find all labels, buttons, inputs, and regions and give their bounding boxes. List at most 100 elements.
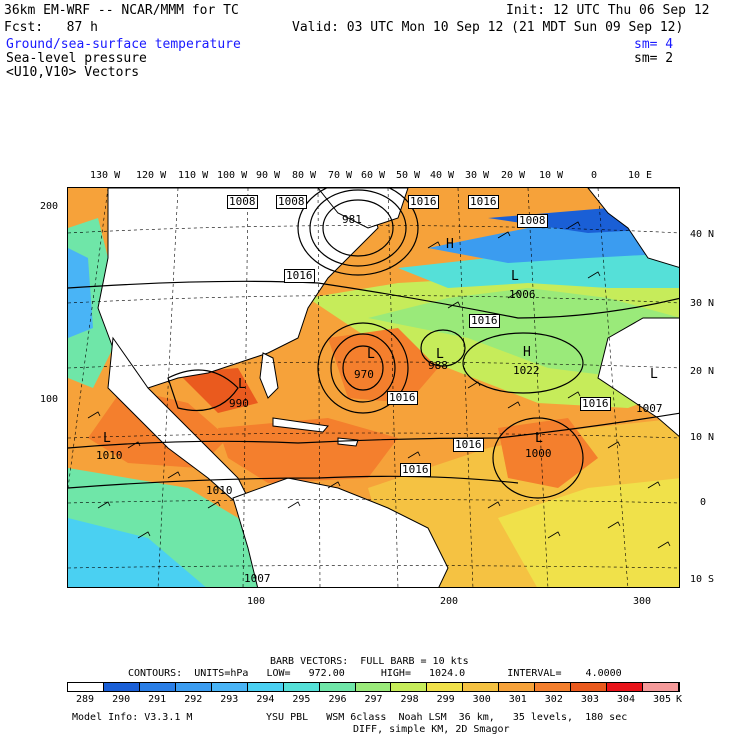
lon-label: 60 W	[361, 170, 386, 181]
colorbar-segment	[211, 683, 248, 691]
grid-y-label: 200	[40, 201, 59, 212]
pressure-value: 970	[354, 368, 374, 381]
colorbar-label: 293	[220, 694, 239, 705]
isobar-label: 1016	[580, 397, 611, 411]
colorbar-label: 294	[256, 694, 275, 705]
pressure-value: 1007	[244, 572, 271, 585]
low-center: L	[367, 347, 375, 362]
pressure-value: 1010	[206, 484, 233, 497]
field-ground-temp: Ground/sea-surface temperature	[6, 37, 241, 52]
colorbar-label: 299	[436, 694, 455, 705]
pressure-value: 1000	[525, 447, 552, 460]
lon-label: 0	[591, 170, 598, 181]
lat-label: 20 N	[690, 366, 715, 377]
weather-map: 1008 1008 1016 1016 1008 1016 1006 1016 …	[67, 187, 680, 588]
lat-label: 40 N	[690, 229, 715, 240]
low-center: L	[103, 431, 111, 446]
field-sea-level-pressure: Sea-level pressure	[6, 51, 147, 66]
isobar-label: 1016	[400, 463, 431, 477]
isobar-label: 1008	[227, 195, 258, 209]
low-center: L	[535, 431, 543, 446]
grid-x-label: 200	[440, 596, 459, 607]
isobar-label: 1016	[284, 269, 315, 283]
model-title: 36km EM-WRF -- NCAR/MMM for TC	[4, 3, 239, 18]
colorbar-label: 301	[508, 694, 527, 705]
colorbar-label: 291	[148, 694, 167, 705]
grid-x-label: 100	[247, 596, 266, 607]
model-info: Model Info: V3.3.1 M	[72, 712, 193, 723]
colorbar-segment	[463, 683, 500, 691]
isobar-label: 1016	[453, 438, 484, 452]
barb-vectors-legend: BARB VECTORS: FULL BARB = 10 kts	[270, 656, 469, 667]
colorbar-segment	[427, 683, 464, 691]
low-center: L	[650, 367, 658, 382]
colorbar-label: 303	[580, 694, 599, 705]
isobar-label: 1016	[408, 195, 439, 209]
high-center: H	[446, 237, 454, 252]
colorbar-segment	[139, 683, 176, 691]
physics-info: YSU PBL WSM 6class Noah LSM 36 km, 35 le…	[266, 712, 628, 723]
contours-legend: CONTOURS: UNITS=hPa LOW= 972.00 HIGH= 10…	[128, 668, 622, 679]
colorbar-segment	[391, 683, 428, 691]
colorbar-segment	[283, 683, 320, 691]
isobar-label: 1016	[468, 195, 499, 209]
pressure-value: 990	[229, 397, 249, 410]
lon-label: 50 W	[396, 170, 421, 181]
lon-label: 30 W	[465, 170, 490, 181]
lon-label: 70 W	[328, 170, 353, 181]
isobar-label: 1006	[509, 288, 536, 301]
lat-label: 0	[700, 497, 707, 508]
colorbar-segment	[571, 683, 608, 691]
lon-label: 40 W	[430, 170, 455, 181]
colorbar-label: 304	[616, 694, 635, 705]
lon-label: 90 W	[256, 170, 281, 181]
colorbar-segment	[535, 683, 572, 691]
colorbar-label: 296	[328, 694, 347, 705]
colorbar-label: 305	[652, 694, 672, 705]
high-center: H	[523, 345, 531, 360]
isobar-label: 1016	[469, 314, 500, 328]
colorbar-segment	[643, 683, 679, 691]
lon-label: 20 W	[501, 170, 526, 181]
colorbar-segment	[247, 683, 284, 691]
temperature-colorbar	[67, 682, 680, 692]
sst-field-layer	[68, 188, 679, 587]
field-wind-vectors: <U10,V10> Vectors	[6, 65, 140, 80]
grid-y-label: 100	[40, 394, 59, 405]
colorbar-segment	[175, 683, 212, 691]
pressure-value: 981	[342, 213, 362, 226]
isobar-label: 1010	[96, 449, 123, 462]
lat-label: 30 N	[690, 298, 715, 309]
low-center: L	[511, 269, 519, 284]
colorbar-labels: 289 290 291 292 293 294 295 296 297 298 299 300 301 3…	[67, 694, 707, 706]
lon-label: 100 W	[217, 170, 248, 181]
colorbar-label: 302	[544, 694, 563, 705]
lon-label: 80 W	[292, 170, 317, 181]
valid-time: Valid: 03 UTC Mon 10 Sep 12 (21 MDT Sun …	[292, 20, 684, 35]
colorbar-segment	[355, 683, 392, 691]
colorbar-label: 295	[292, 694, 311, 705]
low-center: L	[238, 377, 246, 392]
colorbar-segment	[103, 683, 140, 691]
init-time: Init: 12 UTC Thu 06 Sep 12	[506, 3, 710, 18]
field-sea-level-pressure-smoothing: sm= 2	[634, 51, 674, 66]
low-center: L	[436, 347, 444, 362]
lon-label: 130 W	[90, 170, 121, 181]
lon-label: 10 E	[628, 170, 653, 181]
colorbar-label: 292	[184, 694, 203, 705]
isobar-label: 1008	[276, 195, 307, 209]
colorbar-segment	[499, 683, 536, 691]
pressure-value: 988	[428, 359, 448, 372]
colorbar-segment	[607, 683, 643, 691]
colorbar-label: 297	[364, 694, 383, 705]
lon-label: 120 W	[136, 170, 167, 181]
isobar-label: 1008	[517, 214, 548, 228]
field-ground-temp-smoothing: sm= 4	[634, 37, 674, 52]
colorbar-segment	[319, 683, 356, 691]
grid-x-label: 300	[633, 596, 652, 607]
lat-label: 10 S	[690, 574, 715, 585]
lon-label: 10 W	[539, 170, 564, 181]
isobar-label: 1022	[513, 364, 540, 377]
colorbar-segment	[68, 683, 104, 691]
forecast-hour: Fcst: 87 h	[4, 20, 98, 35]
